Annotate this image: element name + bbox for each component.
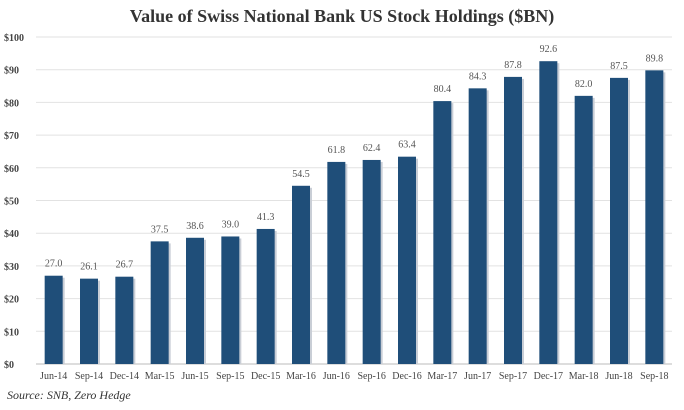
bar: [80, 278, 98, 364]
data-label: 92.6: [540, 44, 558, 55]
data-label: 54.5: [292, 169, 310, 180]
x-tick-label: Dec-17: [534, 371, 563, 382]
x-tick-label: Dec-15: [251, 371, 280, 382]
x-tick-label: Dec-16: [392, 371, 421, 382]
x-tick-label: Sep-18: [640, 371, 668, 382]
bar: [292, 185, 310, 364]
x-tick-label: Sep-16: [357, 371, 385, 382]
x-tick-label: Jun-16: [323, 371, 350, 382]
source-note: Source: SNB, Zero Hedge: [7, 388, 131, 402]
x-tick-label: Dec-14: [110, 371, 139, 382]
bar: [574, 95, 593, 365]
bar: [645, 70, 664, 364]
bar: [150, 241, 169, 364]
data-label: 63.4: [398, 140, 416, 151]
x-tick-label: Mar-16: [286, 371, 316, 382]
data-label: 39.0: [222, 219, 240, 230]
y-tick-label: $20: [4, 295, 19, 306]
y-tick-label: $50: [4, 197, 19, 208]
bar: [539, 61, 558, 365]
data-label: 26.1: [80, 262, 98, 273]
chart-title: Value of Swiss National Bank US Stock Ho…: [129, 6, 555, 26]
data-label: 37.5: [151, 224, 169, 235]
data-label: 84.3: [469, 71, 487, 82]
data-label: 61.8: [328, 145, 346, 156]
bar: [398, 156, 416, 364]
data-label: 87.8: [504, 60, 522, 71]
bar: [256, 228, 275, 364]
data-label: 26.7: [116, 260, 134, 271]
x-tick-label: Jun-17: [464, 371, 491, 382]
data-label: 38.6: [186, 221, 204, 232]
bar: [327, 161, 346, 364]
y-tick-label: $100: [4, 33, 24, 44]
y-tick-label: $0: [4, 360, 14, 371]
x-tick-label: Sep-17: [499, 371, 527, 382]
y-tick-label: $10: [4, 327, 19, 338]
bar: [468, 88, 487, 365]
bar: [221, 236, 240, 364]
x-tick-label: Jun-14: [40, 371, 67, 382]
bar: [44, 275, 63, 364]
x-tick-label: Mar-15: [145, 371, 175, 382]
data-label: 87.5: [610, 61, 628, 72]
bar: [362, 159, 381, 364]
x-tick-label: Sep-15: [216, 371, 244, 382]
data-label: 89.8: [646, 53, 664, 64]
bar: [504, 76, 522, 365]
y-tick-label: $70: [4, 131, 19, 142]
bar: [186, 237, 204, 364]
x-tick-label: Mar-17: [427, 371, 457, 382]
data-label: 62.4: [363, 143, 381, 154]
y-tick-label: $30: [4, 262, 19, 273]
y-tick-label: $60: [4, 164, 19, 175]
data-label: 80.4: [434, 84, 452, 95]
bar: [610, 77, 628, 364]
y-tick-label: $40: [4, 229, 19, 240]
x-tick-label: Mar-18: [569, 371, 599, 382]
data-label: 27.0: [45, 259, 63, 270]
x-tick-label: Jun-15: [181, 371, 208, 382]
data-label: 82.0: [575, 79, 593, 90]
x-tick-label: Jun-18: [605, 371, 632, 382]
y-tick-label: $90: [4, 66, 19, 77]
y-tick-label: $80: [4, 98, 19, 109]
data-label: 41.3: [257, 212, 275, 223]
bar: [115, 276, 134, 364]
bar: [433, 101, 452, 364]
x-tick-label: Sep-14: [75, 371, 103, 382]
